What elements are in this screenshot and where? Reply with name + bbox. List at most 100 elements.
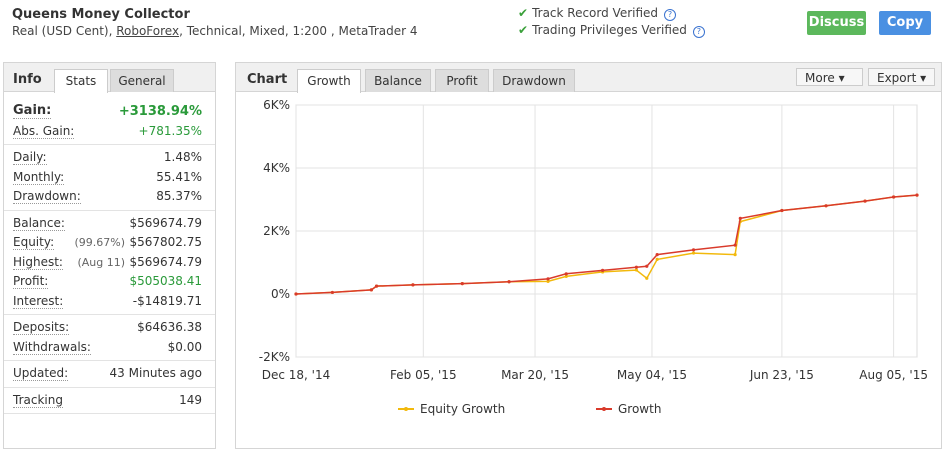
tab[interactable]: Profit	[435, 69, 489, 92]
stats-row: Gain: +3138.94%	[4, 102, 215, 122]
more-menu[interactable]: More ▾	[796, 68, 863, 86]
stat-label: Balance:	[13, 215, 65, 231]
tab[interactable]: Stats	[54, 69, 108, 93]
stats-row: Tracking 149	[4, 391, 215, 411]
data-point	[294, 292, 298, 296]
menu-label: Export	[877, 71, 917, 85]
data-point	[601, 268, 605, 272]
data-point	[863, 199, 867, 203]
verified-item: ✔ Trading Privileges Verified?	[518, 23, 705, 38]
y-tick-label: 0%	[271, 287, 290, 301]
stat-label: Tracking	[13, 392, 63, 408]
data-point	[369, 288, 373, 292]
stat-label: Interest:	[13, 293, 64, 309]
data-point	[738, 216, 742, 220]
data-point	[507, 280, 511, 284]
stat-value: $0.00	[167, 339, 202, 354]
x-tick-label: Aug 05, '15	[859, 368, 928, 382]
stats-row: Drawdown: 85.37%	[4, 187, 215, 207]
data-point	[645, 264, 649, 268]
stat-value: 1.48%	[163, 150, 202, 164]
discuss-button[interactable]: Discuss	[807, 11, 866, 35]
stat-value: $569674.79	[129, 254, 202, 269]
x-tick-label: Dec 18, '14	[262, 368, 331, 382]
data-point	[634, 265, 638, 269]
stats-row: Deposits: $64636.38	[4, 318, 215, 338]
stats-row: Updated: 43 Minutes ago	[4, 364, 215, 384]
data-point	[780, 208, 784, 213]
stat-value: 149	[179, 392, 202, 407]
stats-row: Daily: 1.48%	[4, 148, 215, 168]
stats-row: Balance: $569674.79	[4, 214, 215, 234]
series-line	[295, 194, 918, 295]
stats-row: Equity: (99.67%) $567802.75	[4, 233, 215, 253]
stats-group: Deposits: $64636.38 Withdrawals: $0.00	[4, 315, 215, 361]
data-point	[915, 193, 919, 197]
stats-row: Withdrawals: $0.00	[4, 338, 215, 358]
stats-group: Balance: $569674.79 Equity: (99.67%) $567802…	[4, 211, 215, 315]
copy-button[interactable]: Copy	[879, 11, 931, 35]
tab[interactable]: General	[110, 69, 174, 92]
data-point	[546, 277, 550, 281]
x-tick-label: May 04, '15	[617, 368, 687, 382]
stat-value: $567802.75	[129, 235, 202, 249]
stat-label: Highest:	[13, 254, 63, 270]
data-point	[691, 251, 696, 255]
tab[interactable]: Growth	[297, 69, 361, 93]
stat-label: Gain:	[13, 103, 52, 119]
y-tick-label: 6K%	[263, 98, 290, 112]
stat-label: Abs. Gain:	[13, 123, 75, 139]
x-tick-label: Mar 20, '15	[501, 368, 569, 382]
stat-label: Daily:	[13, 150, 47, 165]
stats-row: Abs. Gain: +781.35%	[4, 122, 215, 142]
stat-value: 85.37%	[156, 189, 202, 203]
chart-tabs: Chart Growth Balance Profit Drawdown Mor…	[236, 63, 941, 93]
stat-value: +3138.94%	[118, 104, 202, 119]
stat-label: Deposits:	[13, 320, 70, 335]
tab[interactable]: Balance	[365, 69, 431, 92]
x-tick-label: Jun 23, '15	[749, 368, 814, 382]
verified-text: Track Record Verified	[532, 6, 659, 20]
export-menu[interactable]: Export ▾	[868, 68, 935, 86]
y-tick-label: -2K%	[259, 350, 290, 364]
panel-title: Info	[13, 72, 42, 87]
broker-link[interactable]: RoboForex	[116, 24, 180, 38]
data-point	[733, 253, 737, 257]
stat-note: (Aug 11)	[77, 255, 125, 269]
data-point	[374, 284, 379, 288]
stat-value: $569674.79	[129, 215, 202, 230]
stat-label: Monthly:	[13, 169, 65, 185]
menu-label: More	[805, 71, 835, 85]
stats-row: Monthly: 55.41%	[4, 168, 215, 188]
stats-panel: Info Stats General Gain: +3138.94% Abs. Ga…	[3, 62, 216, 449]
y-tick-label: 2K%	[263, 224, 290, 238]
data-point	[411, 283, 415, 287]
data-point	[691, 248, 696, 252]
data-point	[892, 195, 896, 199]
data-point	[460, 282, 464, 286]
data-point	[824, 204, 828, 208]
stat-label: Updated:	[13, 366, 69, 381]
data-point	[564, 274, 568, 278]
stats-group: Tracking 149	[4, 388, 215, 414]
legend-marker	[404, 407, 408, 411]
stat-label: Equity:	[13, 235, 55, 250]
stats-group: Daily: 1.48% Monthly: 55.41% Drawdown: 85.37%	[4, 145, 215, 211]
tab[interactable]: Drawdown	[493, 69, 575, 92]
account-title: Queens Money Collector	[12, 7, 190, 22]
data-point	[655, 257, 659, 261]
stats-row: Profit: $505038.41	[4, 272, 215, 292]
stat-value: 55.41%	[156, 169, 202, 184]
series-line	[295, 194, 918, 295]
panel-title: Chart	[247, 72, 288, 87]
verified-text: Trading Privileges Verified	[532, 23, 687, 37]
legend-label: Growth	[618, 402, 661, 416]
x-tick-label: Feb 05, '15	[390, 368, 457, 382]
data-point	[655, 253, 659, 257]
verified-item: ✔ Track Record Verified?	[518, 6, 677, 21]
data-point	[330, 290, 334, 295]
stats-group: Gain: +3138.94% Abs. Gain: +781.35%	[4, 99, 215, 145]
stats-row: Interest: -$14819.71	[4, 292, 215, 312]
